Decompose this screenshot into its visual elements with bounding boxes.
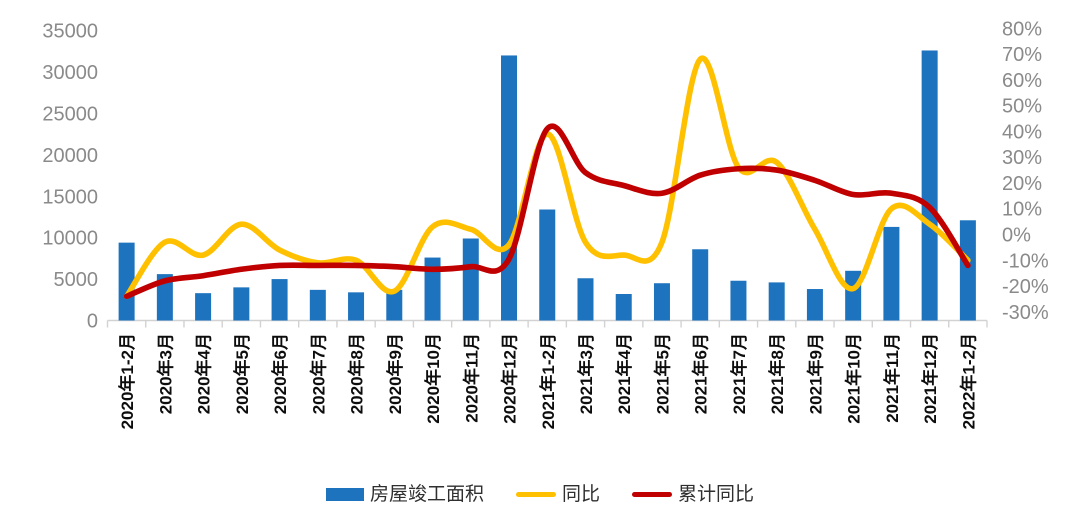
right-axis-labels: 80% 70% 60% 50% 40% 30% 20% 10% 0% -10% -20% -30% (1002, 18, 1049, 324)
right-axis-tick-label: -20% (1002, 276, 1049, 298)
bar (424, 257, 441, 321)
bar (233, 287, 250, 321)
x-axis (106, 319, 988, 328)
bar (386, 289, 403, 321)
bar (271, 279, 288, 321)
bar (539, 209, 556, 321)
x-axis-tick-label: 2020年4月 (194, 333, 214, 414)
x-axis-tick-label: 2020年12月 (500, 333, 520, 424)
legend-label-yoy: 同比 (561, 483, 600, 505)
left-axis-tick-label: 30000 (42, 62, 98, 84)
x-axis-tick-label: 2020年7月 (308, 333, 328, 414)
bar (806, 289, 823, 321)
left-axis-tick-label: 15000 (42, 186, 98, 208)
yoy-line (123, 55, 971, 300)
x-axis-tick-label: 2020年11月 (461, 333, 481, 423)
left-axis-tick-label: 35000 (42, 21, 98, 43)
bar (768, 282, 785, 321)
chart-canvas: 0 5000 10000 15000 20000 25000 30000 35000 80% 70… (42, 18, 1049, 429)
left-axis-tick-label: 0 (87, 311, 98, 333)
x-axis-tick-label: 2020年1-2月 (117, 333, 137, 429)
x-axis-tick-label: 2021年5月 (652, 333, 672, 414)
legend-item-cumulative: 累计同比 (632, 485, 754, 504)
chart-legend: 房屋竣工面积 同比 累计同比 (0, 478, 1080, 510)
yoy-line-swatch (515, 491, 556, 497)
bar (653, 283, 670, 321)
bar (195, 293, 212, 321)
right-axis-tick-label: 70% (1002, 44, 1042, 66)
x-axis-tick-label: 2021年6月 (691, 333, 711, 414)
x-axis-labels: 2020年1-2月 2020年3月 2020年4月 2020年5月 2020年6月 202… (117, 333, 978, 429)
left-axis-labels: 0 5000 10000 15000 20000 25000 30000 35000 (42, 21, 98, 333)
x-axis-tick-label: 2020年10月 (423, 333, 443, 424)
left-axis-tick-label: 25000 (42, 103, 98, 125)
right-axis-tick-label: 30% (1002, 147, 1042, 169)
bar (156, 274, 173, 321)
bar (921, 50, 938, 321)
x-axis-tick-label: 2021年9月 (805, 333, 825, 414)
x-axis-tick-label: 2022年1-2月 (958, 333, 978, 429)
cumulative-line-swatch (632, 491, 672, 497)
right-axis-tick-label: -30% (1002, 302, 1049, 324)
x-axis-tick-label: 2021年8月 (767, 333, 787, 414)
left-axis-tick-label: 10000 (42, 228, 98, 250)
bar (959, 220, 976, 321)
right-axis-tick-label: -10% (1002, 250, 1049, 272)
legend-label-completion-area: 房屋竣工面积 (369, 483, 484, 505)
bar (692, 249, 709, 321)
x-axis-tick-label: 2020年9月 (385, 333, 405, 414)
bar (501, 55, 518, 321)
x-axis-tick-label: 2020年3月 (155, 333, 175, 414)
legend-label-cumulative: 累计同比 (678, 483, 755, 505)
right-axis-tick-label: 0% (1002, 224, 1031, 246)
cumulative-line (123, 123, 971, 300)
x-axis-tick-label: 2020年6月 (270, 333, 290, 414)
x-axis-tick-label: 2021年11月 (882, 333, 902, 423)
bar (577, 278, 594, 321)
x-axis-tick-label: 2021年10月 (844, 333, 864, 424)
bar-series-swatch (325, 487, 364, 501)
right-axis-tick-label: 40% (1002, 121, 1042, 143)
left-axis-tick-label: 20000 (42, 145, 98, 167)
legend-item-yoy: 同比 (515, 483, 600, 505)
bar (730, 280, 747, 321)
bar (462, 238, 479, 321)
bar (309, 289, 326, 321)
bar-series (118, 50, 976, 321)
right-axis-tick-label: 60% (1002, 70, 1042, 92)
bar (348, 292, 365, 321)
legend-item-completion-area: 房屋竣工面积 (325, 483, 484, 505)
bar (615, 293, 632, 321)
right-axis-tick-label: 50% (1002, 96, 1042, 118)
bar (118, 242, 135, 321)
x-axis-tick-label: 2021年4月 (614, 333, 634, 414)
x-axis-tick-label: 2021年7月 (729, 333, 749, 414)
right-axis-tick-label: 80% (1002, 18, 1042, 40)
right-axis-tick-label: 20% (1002, 173, 1042, 195)
x-axis-tick-label: 2021年1-2月 (538, 333, 558, 429)
right-axis-tick-label: 10% (1002, 199, 1042, 221)
x-axis-tick-label: 2021年3月 (576, 333, 596, 414)
bar (883, 226, 900, 321)
x-axis-tick-label: 2020年8月 (347, 333, 367, 414)
x-axis-tick-label: 2020年5月 (232, 333, 252, 414)
x-axis-tick-label: 2021年12月 (920, 333, 940, 424)
left-axis-tick-label: 5000 (54, 269, 99, 291)
